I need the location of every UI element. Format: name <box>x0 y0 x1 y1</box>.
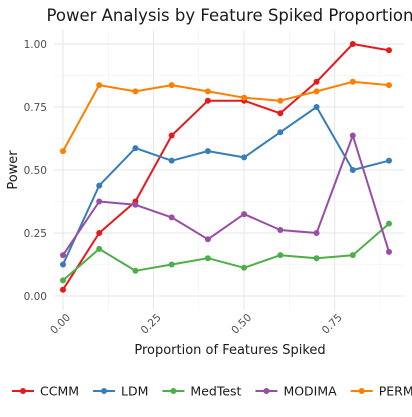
data-point-ldm <box>241 154 248 161</box>
data-point-ccmm <box>60 286 66 293</box>
legend-key-point <box>101 388 108 394</box>
data-point-permanova-fl <box>241 94 248 101</box>
data-point-medtest <box>204 255 211 262</box>
data-point-ccmm <box>313 78 320 85</box>
data-point-ldm <box>204 148 211 155</box>
data-point-permanova-fl <box>349 78 356 85</box>
data-point-medtest <box>168 261 175 268</box>
data-point-modima <box>349 132 356 139</box>
data-point-permanova-fl <box>204 88 211 95</box>
series-ldm <box>60 104 392 268</box>
data-point-medtest <box>277 252 284 259</box>
y-tick-label: 0.00 <box>24 291 47 303</box>
legend-item-ccmm: CCMM <box>12 384 79 399</box>
y-tick-label: 1.00 <box>24 39 47 51</box>
data-point-ldm <box>313 104 320 110</box>
legend-label: MedTest <box>190 384 241 399</box>
legend-key-point <box>358 388 365 394</box>
y-tick-label: 0.50 <box>24 165 47 177</box>
legend-item-permanova-fl: PERMANOVA-FL <box>350 384 412 399</box>
data-point-ccmm <box>96 230 103 236</box>
data-point-modima <box>168 214 175 221</box>
y-tick-label: 0.75 <box>24 102 47 114</box>
x-axis-title: Proportion of Features Spiked <box>134 343 325 358</box>
chart-title: Power Analysis by Feature Spiked Proport… <box>47 6 412 25</box>
y-axis-ticks: 0.00 0.25 0.50 0.75 1.00 <box>24 39 47 303</box>
series-line-ldm <box>62 106 390 265</box>
data-point-ldm <box>168 157 175 164</box>
data-point-ldm <box>96 182 103 189</box>
series-modima <box>60 132 392 259</box>
data-point-ldm <box>60 261 66 268</box>
series-medtest <box>60 220 392 284</box>
legend-item-ldm: LDM <box>93 384 148 399</box>
series-line-permanova-fl <box>62 80 390 152</box>
data-point-modima <box>277 226 284 233</box>
data-point-ldm <box>349 167 356 173</box>
data-point-ccmm <box>168 132 175 139</box>
data-point-permanova-fl <box>60 148 66 155</box>
data-point-modima <box>241 211 248 218</box>
data-point-ldm <box>277 129 284 136</box>
series-layer <box>60 41 392 293</box>
series-line-medtest <box>62 222 390 282</box>
data-point-ccmm <box>349 41 356 47</box>
data-point-ccmm <box>204 97 211 104</box>
data-point-permanova-fl <box>277 97 284 104</box>
data-point-modima <box>204 236 211 243</box>
data-point-permanova-fl <box>96 82 103 89</box>
data-point-modima <box>132 201 139 208</box>
data-point-modima <box>60 252 66 259</box>
legend-label: PERMANOVA-FL <box>379 384 412 399</box>
legend-item-medtest: MedTest <box>162 384 242 399</box>
legend-label: LDM <box>121 384 148 399</box>
data-point-permanova-fl <box>168 82 175 89</box>
series-line-modima <box>62 134 390 256</box>
data-point-medtest <box>132 267 139 274</box>
y-axis-title: Power <box>6 150 21 190</box>
legend-label: MODIMA <box>283 384 337 399</box>
data-point-ldm <box>386 157 392 164</box>
data-point-medtest <box>349 252 356 259</box>
data-point-medtest <box>60 277 66 284</box>
data-point-medtest <box>386 220 392 227</box>
data-point-medtest <box>241 264 248 271</box>
data-point-modima <box>313 230 320 236</box>
data-point-ldm <box>132 145 139 152</box>
y-tick-label: 0.25 <box>24 228 47 240</box>
data-point-permanova-fl <box>386 82 392 89</box>
data-point-permanova-fl <box>132 88 139 95</box>
data-point-modima <box>386 248 392 255</box>
series-permanova-fl <box>60 78 392 155</box>
legend-item-modima: MODIMA <box>255 384 337 399</box>
series-line-ccmm <box>62 43 390 291</box>
legend-key-point <box>20 388 26 394</box>
data-point-modima <box>96 198 103 205</box>
data-point-permanova-fl <box>313 88 320 95</box>
data-point-ccmm <box>277 110 284 117</box>
legend-label: CCMM <box>40 384 79 399</box>
data-point-medtest <box>96 245 103 252</box>
legend-key-point <box>170 388 177 394</box>
legend: CCMM LDM MedTest MODIMA PERMANOVA-FL <box>12 384 412 399</box>
data-point-ccmm <box>386 47 392 54</box>
legend-key-point <box>263 388 270 394</box>
data-point-medtest <box>313 255 320 262</box>
